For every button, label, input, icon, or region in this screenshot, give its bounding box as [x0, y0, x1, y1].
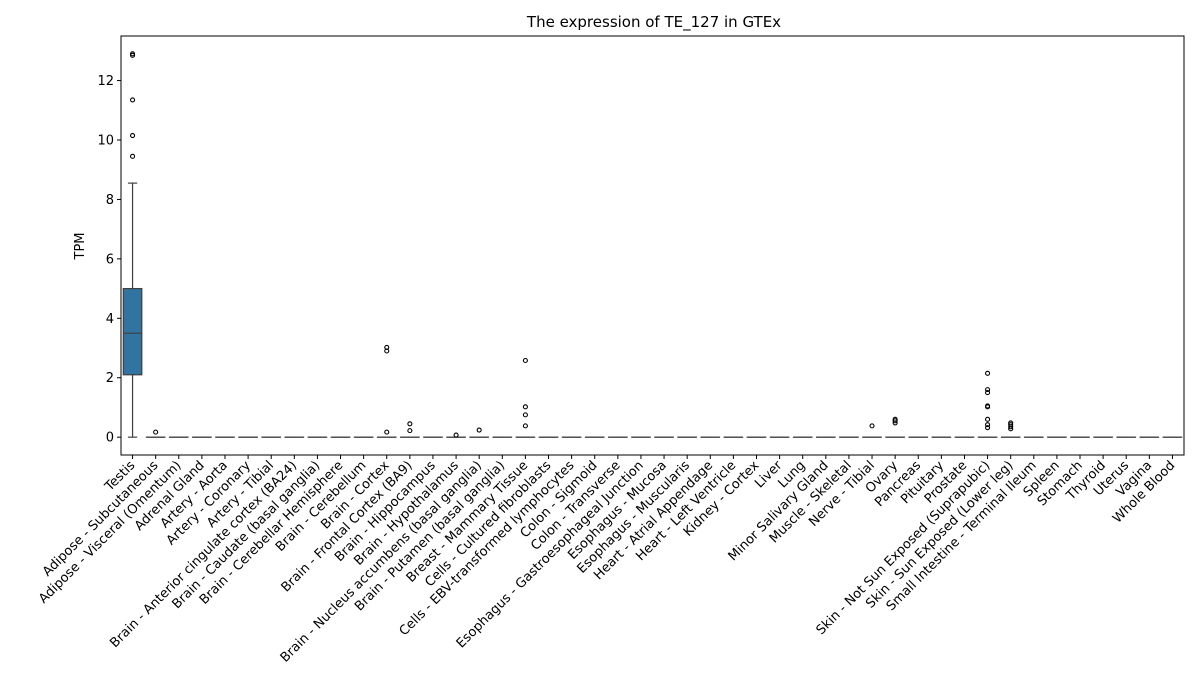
outlier-point — [985, 416, 991, 422]
outlier-point — [985, 425, 991, 431]
y-tick-label: 6 — [106, 252, 114, 267]
box-group — [376, 344, 397, 438]
outlier-point — [1008, 420, 1014, 426]
y-tick-label: 12 — [97, 74, 114, 89]
outlier-point — [453, 432, 459, 438]
outlier-point — [130, 153, 136, 159]
axes-frame — [120, 35, 1185, 456]
y-tick-label: 10 — [97, 134, 114, 149]
box-group — [515, 357, 536, 438]
y-tick-label: 4 — [106, 312, 114, 327]
outlier-point — [985, 422, 991, 428]
outlier-point — [476, 427, 482, 433]
outlier-point — [384, 344, 390, 350]
y-axis-label: TPM — [73, 233, 88, 261]
y-tick-label: 2 — [106, 371, 114, 386]
box-group — [400, 421, 420, 438]
outlier-point — [153, 429, 159, 435]
outlier-point — [985, 387, 991, 393]
outlier-point — [407, 421, 413, 427]
outlier-point — [130, 97, 136, 103]
outlier-point — [130, 51, 136, 57]
box-group — [1000, 420, 1021, 438]
outlier-point — [985, 390, 991, 396]
outlier-point — [892, 416, 898, 422]
y-tick-label: 8 — [106, 193, 114, 208]
box-group — [885, 416, 905, 438]
box-group — [145, 429, 166, 438]
box-group — [862, 423, 882, 438]
outlier-point — [985, 403, 991, 409]
outlier-point — [522, 412, 528, 418]
outlier-point — [384, 429, 390, 435]
chart-title: The expression of TE_127 in GTEx — [526, 13, 781, 32]
outlier-point — [407, 428, 413, 434]
outlier-point — [985, 370, 991, 376]
box-group — [977, 370, 998, 438]
outlier-point — [522, 357, 528, 364]
box-group — [469, 427, 490, 438]
outlier-point — [522, 423, 528, 429]
outlier-point — [522, 404, 528, 410]
outlier-point — [130, 132, 136, 139]
box-iqr — [122, 287, 143, 376]
box-group — [122, 51, 143, 438]
outlier-point — [1008, 422, 1014, 428]
y-tick-label: 0 — [106, 431, 114, 446]
box-group — [446, 432, 466, 438]
outlier-point — [869, 423, 875, 429]
